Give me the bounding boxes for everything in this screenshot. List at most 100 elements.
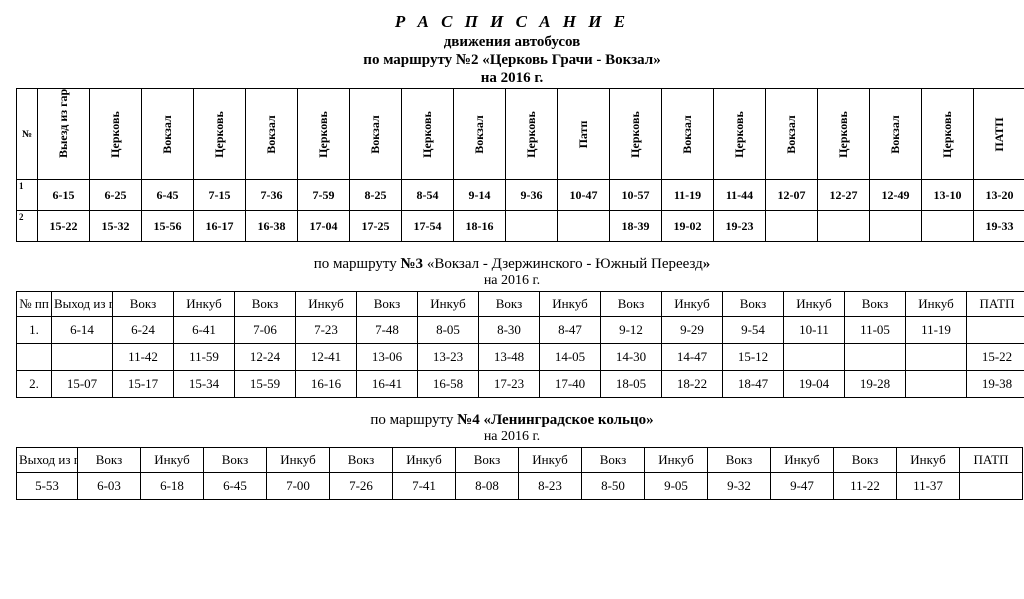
time-cell: 15-22 xyxy=(967,344,1024,371)
year-line-1: на 2016 г. xyxy=(16,70,1008,87)
time-cell: 7-00 xyxy=(267,473,330,500)
time-cell: 11-42 xyxy=(113,344,174,371)
main-title: Р А С П И С А Н И Е xyxy=(16,12,1008,32)
time-cell xyxy=(558,211,610,242)
col-h: Вокзал xyxy=(766,89,818,180)
col-h: Инкуб xyxy=(906,292,967,317)
time-cell: 14-05 xyxy=(540,344,601,371)
time-cell: 13-48 xyxy=(479,344,540,371)
col-h: Инкуб xyxy=(897,448,960,473)
time-cell xyxy=(922,211,974,242)
time-cell xyxy=(906,371,967,398)
col-h: Церковь xyxy=(610,89,662,180)
time-cell: 16-41 xyxy=(357,371,418,398)
col-h: Вокз xyxy=(479,292,540,317)
time-cell: 10-11 xyxy=(784,317,845,344)
time-cell: 9-14 xyxy=(454,180,506,211)
time-cell xyxy=(784,344,845,371)
col-h: Церковь xyxy=(922,89,974,180)
col-h: Вокз xyxy=(204,448,267,473)
time-cell: 16-58 xyxy=(418,371,479,398)
time-cell: 6-18 xyxy=(141,473,204,500)
time-cell: 7-41 xyxy=(393,473,456,500)
time-cell: 2. xyxy=(17,371,52,398)
route-4-pre: по маршруту xyxy=(370,412,457,428)
route-2-table: № Выезд из гаража Церковь Вокзал Церковь… xyxy=(16,88,1024,242)
subtitle-2-route: Церковь Грачи - Вокзал xyxy=(490,52,653,68)
table-row: 1.6-146-246-417-067-237-488-058-308-479-… xyxy=(17,317,1024,344)
time-cell: 12-41 xyxy=(296,344,357,371)
col-h: Вокз xyxy=(582,448,645,473)
time-cell xyxy=(766,211,818,242)
subtitle-2-post: » xyxy=(653,52,661,68)
time-cell xyxy=(960,473,1023,500)
col-h: ПАТП xyxy=(974,89,1024,180)
time-cell: 12-24 xyxy=(235,344,296,371)
col-h: Инкуб xyxy=(784,292,845,317)
col-h: Выход из гар xyxy=(17,448,78,473)
time-cell: 10-47 xyxy=(558,180,610,211)
col-h: Вокз xyxy=(708,448,771,473)
table-row: 16-156-256-457-157-367-598-258-549-149-3… xyxy=(17,180,1024,211)
time-cell: 13-23 xyxy=(418,344,479,371)
time-cell: 7-23 xyxy=(296,317,357,344)
time-cell: 9-47 xyxy=(771,473,834,500)
time-cell: 18-22 xyxy=(662,371,723,398)
route-4-num: №4 «Ленинградское кольцо» xyxy=(457,412,653,428)
col-h: Выезд из гаража xyxy=(38,89,90,180)
time-cell xyxy=(870,211,922,242)
time-cell: 19-23 xyxy=(714,211,766,242)
time-cell: 15-17 xyxy=(113,371,174,398)
time-cell: 15-22 xyxy=(38,211,90,242)
time-cell: 8-23 xyxy=(519,473,582,500)
time-cell: 9-36 xyxy=(506,180,558,211)
time-cell: 9-54 xyxy=(723,317,784,344)
time-cell xyxy=(967,317,1024,344)
route-3-mid: «Вокзал - Дзержинского - Южный Переезд xyxy=(423,256,703,272)
subtitle-1: движения автобусов xyxy=(16,34,1008,51)
time-cell: 8-08 xyxy=(456,473,519,500)
col-h: Церковь xyxy=(714,89,766,180)
col-h: Вокз xyxy=(235,292,296,317)
table-row: 5-536-036-186-457-007-267-418-088-238-50… xyxy=(17,473,1023,500)
col-h: Инкуб xyxy=(662,292,723,317)
route-3-header-row: № ппВыход из гарВокзИнкубВокзИнкубВокзИн… xyxy=(17,292,1024,317)
time-cell: 7-26 xyxy=(330,473,393,500)
time-cell xyxy=(906,344,967,371)
time-cell: 16-38 xyxy=(246,211,298,242)
col-h: Вокз xyxy=(601,292,662,317)
time-cell: 11-19 xyxy=(662,180,714,211)
time-cell: 8-47 xyxy=(540,317,601,344)
time-cell: 9-12 xyxy=(601,317,662,344)
time-cell: 8-05 xyxy=(418,317,479,344)
route-4-title: по маршруту №4 «Ленинградское кольцо» xyxy=(16,412,1008,429)
time-cell: 1. xyxy=(17,317,52,344)
col-h: Вокз xyxy=(834,448,897,473)
col-h: ПАТП xyxy=(960,448,1023,473)
time-cell: 15-34 xyxy=(174,371,235,398)
col-h: Инкуб xyxy=(771,448,834,473)
table-row: 2.15-0715-1715-3415-5916-1616-4116-5817-… xyxy=(17,371,1024,398)
col-h: Вокзал xyxy=(350,89,402,180)
time-cell: 17-40 xyxy=(540,371,601,398)
time-cell xyxy=(17,344,52,371)
route-3-table: № ппВыход из гарВокзИнкубВокзИнкубВокзИн… xyxy=(16,291,1024,398)
time-cell: 7-36 xyxy=(246,180,298,211)
time-cell: 19-28 xyxy=(845,371,906,398)
time-cell: 6-41 xyxy=(174,317,235,344)
time-cell: 15-32 xyxy=(90,211,142,242)
col-h: Церковь xyxy=(506,89,558,180)
time-cell: 6-45 xyxy=(142,180,194,211)
time-cell xyxy=(506,211,558,242)
time-cell: 19-02 xyxy=(662,211,714,242)
subtitle-2-pre: по маршруту №2 « xyxy=(363,52,489,68)
time-cell: 15-59 xyxy=(235,371,296,398)
route-2-header-row: № Выезд из гаража Церковь Вокзал Церковь… xyxy=(17,89,1024,180)
time-cell: 15-12 xyxy=(723,344,784,371)
time-cell: 9-05 xyxy=(645,473,708,500)
time-cell: 17-25 xyxy=(350,211,402,242)
time-cell: 6-45 xyxy=(204,473,267,500)
time-cell: 6-24 xyxy=(113,317,174,344)
table-row: 11-4211-5912-2412-4113-0613-2313-4814-05… xyxy=(17,344,1024,371)
time-cell: 18-16 xyxy=(454,211,506,242)
